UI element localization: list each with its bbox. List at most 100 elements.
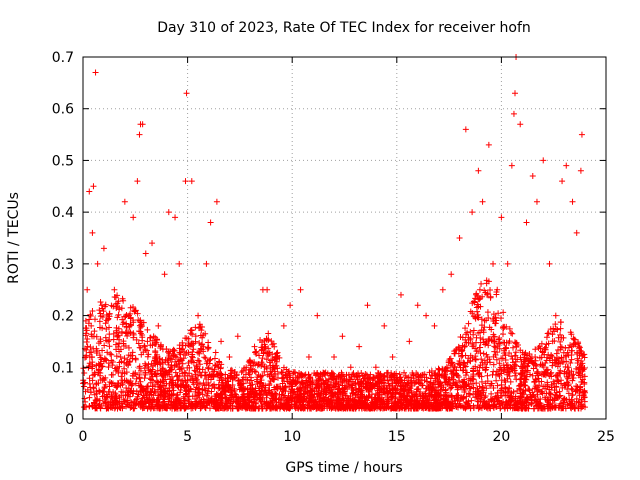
dense-point — [346, 371, 353, 378]
y-tick-label: 0.7 — [52, 50, 74, 66]
dense-point — [445, 399, 452, 406]
dense-point — [557, 331, 564, 338]
dense-point — [246, 371, 253, 378]
dense-point — [341, 376, 348, 383]
x-axis-label: GPS time / hours — [285, 460, 402, 476]
dense-point — [521, 400, 528, 407]
dense-point — [107, 350, 114, 357]
dense-point — [480, 350, 487, 357]
dense-point — [329, 373, 336, 380]
dense-point — [247, 374, 254, 381]
dense-point — [96, 352, 103, 359]
dense-point — [123, 384, 130, 391]
dense-point — [535, 402, 542, 409]
dense-point — [581, 351, 588, 358]
data-point — [183, 90, 190, 97]
dense-point — [150, 333, 157, 340]
data-point — [504, 260, 511, 267]
dense-point — [508, 329, 515, 336]
dense-point — [358, 397, 365, 404]
data-point — [517, 121, 524, 128]
dense-point — [91, 399, 98, 406]
dense-point — [178, 365, 185, 372]
dense-point — [490, 333, 497, 340]
dense-point — [194, 379, 201, 386]
dense-point — [462, 372, 469, 379]
dense-point — [110, 336, 117, 343]
dense-point — [213, 399, 220, 406]
dense-point — [508, 397, 515, 404]
dense-point — [500, 389, 507, 396]
dense-point — [261, 363, 268, 370]
dense-point — [550, 397, 557, 404]
dense-point — [265, 352, 272, 359]
dense-point — [268, 338, 275, 345]
dense-point — [266, 389, 273, 396]
dense-point — [516, 385, 523, 392]
dense-point — [203, 360, 210, 367]
dense-point — [266, 381, 273, 388]
dense-point — [347, 376, 354, 383]
dense-point — [118, 400, 125, 407]
dense-point — [557, 325, 564, 332]
data-point — [546, 260, 553, 267]
dense-point — [557, 343, 564, 350]
dense-point — [412, 401, 419, 408]
dense-point — [153, 336, 160, 343]
data-point — [203, 260, 210, 267]
dense-point — [455, 350, 462, 357]
dense-point — [449, 376, 456, 383]
dense-point — [137, 404, 144, 411]
dense-point — [164, 405, 171, 412]
dense-point — [119, 330, 125, 337]
dense-point — [133, 336, 140, 343]
dense-point — [461, 376, 468, 383]
dense-point — [378, 401, 385, 408]
dense-point — [202, 330, 209, 337]
dense-point — [562, 363, 569, 370]
dense-point — [528, 394, 535, 401]
dense-point — [99, 305, 106, 312]
dense-point — [580, 392, 587, 399]
dense-point — [566, 369, 573, 376]
dense-point — [130, 319, 137, 326]
dense-point — [443, 389, 450, 396]
dense-point — [239, 367, 246, 374]
dense-point — [154, 359, 161, 366]
dense-point — [161, 368, 168, 375]
dense-point — [200, 402, 207, 409]
dense-point — [104, 404, 111, 411]
dense-point — [562, 401, 569, 408]
dense-point — [205, 339, 212, 346]
dense-point — [238, 369, 245, 376]
dense-point — [247, 388, 254, 395]
dense-point — [543, 354, 550, 361]
dense-point — [294, 375, 301, 382]
dense-point — [179, 360, 186, 367]
dense-point — [545, 330, 552, 337]
dense-point — [360, 404, 367, 411]
dense-point — [427, 405, 434, 412]
dense-point — [179, 339, 186, 346]
dense-point — [215, 394, 222, 401]
dense-point — [182, 379, 189, 386]
dense-point — [138, 321, 145, 328]
dense-point — [481, 317, 488, 324]
dense-point — [272, 395, 279, 402]
dense-point — [140, 349, 147, 356]
dense-point — [293, 403, 300, 410]
dense-point — [470, 343, 477, 350]
dense-point — [91, 316, 98, 323]
dense-point — [387, 390, 394, 397]
dense-point — [538, 405, 545, 412]
dense-point — [520, 379, 527, 386]
dense-point — [351, 380, 358, 387]
dense-point — [475, 371, 482, 378]
dense-point — [259, 372, 266, 379]
dense-point — [137, 324, 144, 331]
dense-point — [576, 370, 583, 377]
dense-point — [525, 360, 532, 367]
dense-point — [141, 343, 148, 350]
dense-point — [467, 308, 474, 315]
dense-point — [419, 372, 426, 379]
